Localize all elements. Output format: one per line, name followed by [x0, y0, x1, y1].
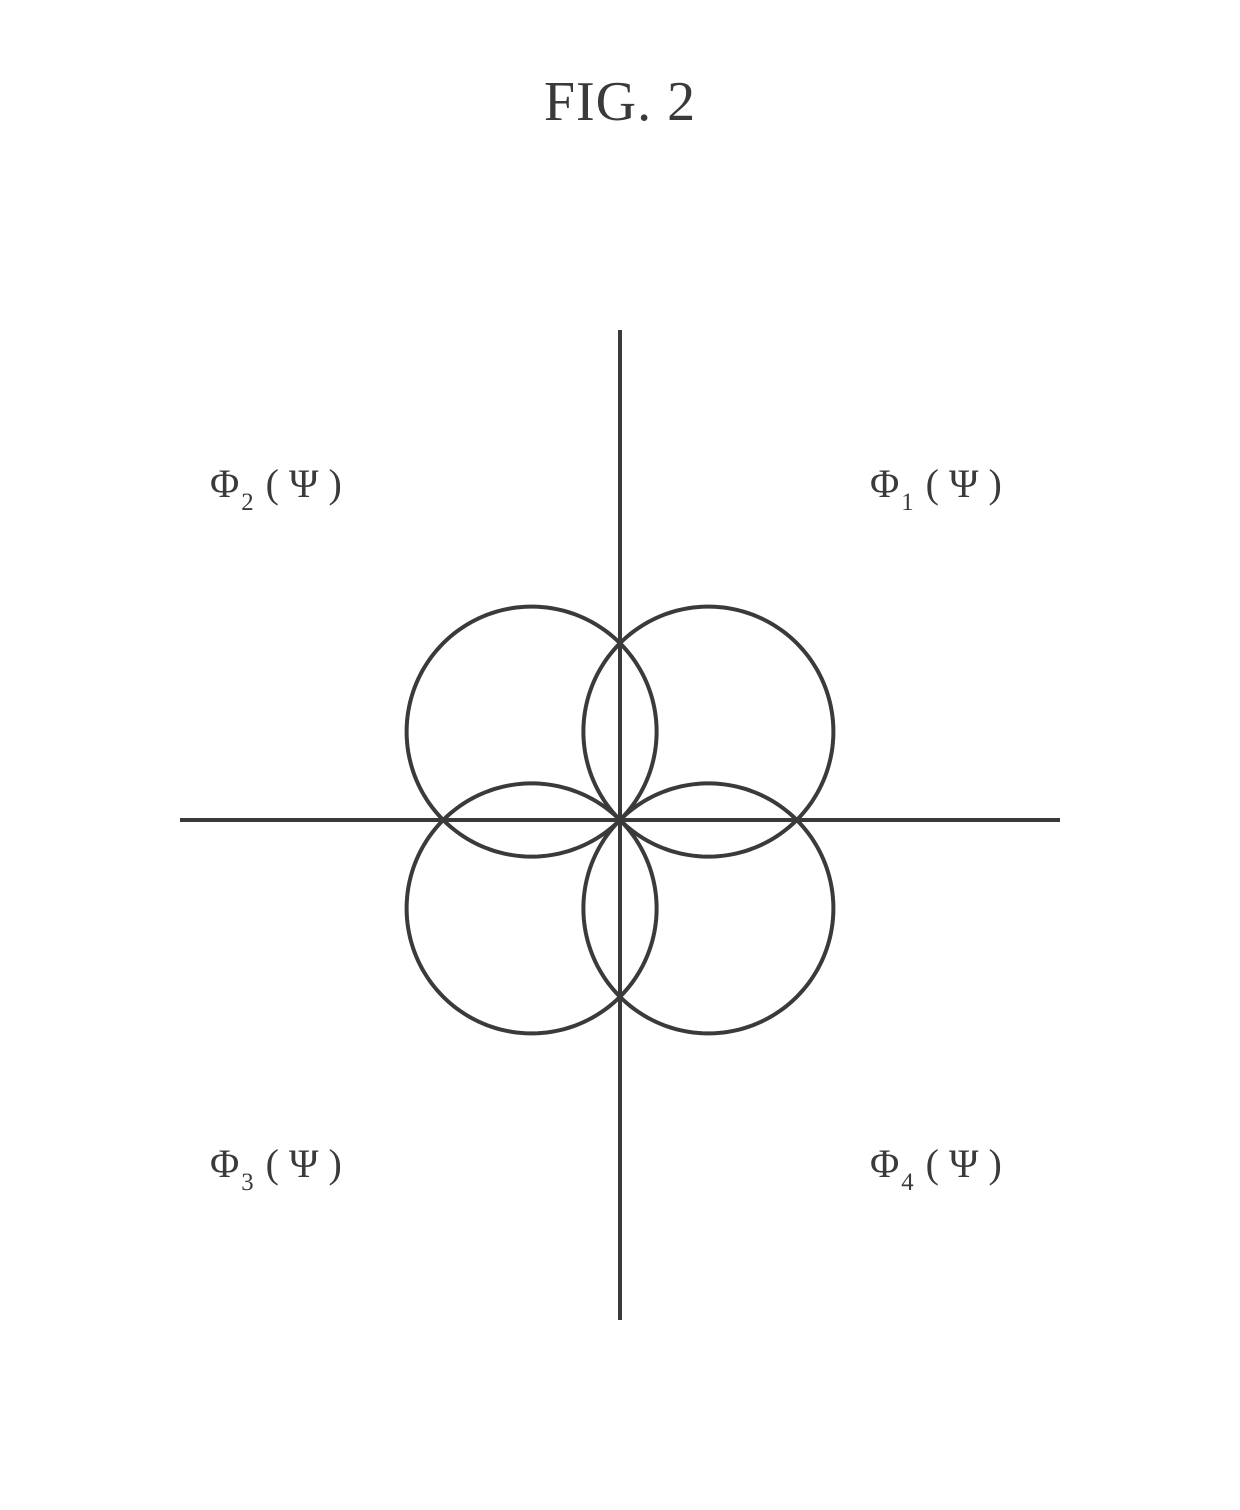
figure-title: FIG. 2	[0, 70, 1240, 134]
plot-area: Φ1 ( Ψ ) Φ2 ( Ψ ) Φ3 ( Ψ ) Φ4 ( Ψ )	[150, 330, 1090, 1380]
label-phi-3: Φ3 ( Ψ )	[210, 1140, 342, 1193]
label-phi-2: Φ2 ( Ψ )	[210, 460, 342, 513]
label-phi-1: Φ1 ( Ψ )	[870, 460, 1002, 513]
figure-page: FIG. 2 Φ1 ( Ψ ) Φ2 ( Ψ ) Φ3 ( Ψ ) Φ4 ( Ψ…	[0, 0, 1240, 1510]
label-phi-4: Φ4 ( Ψ )	[870, 1140, 1002, 1193]
